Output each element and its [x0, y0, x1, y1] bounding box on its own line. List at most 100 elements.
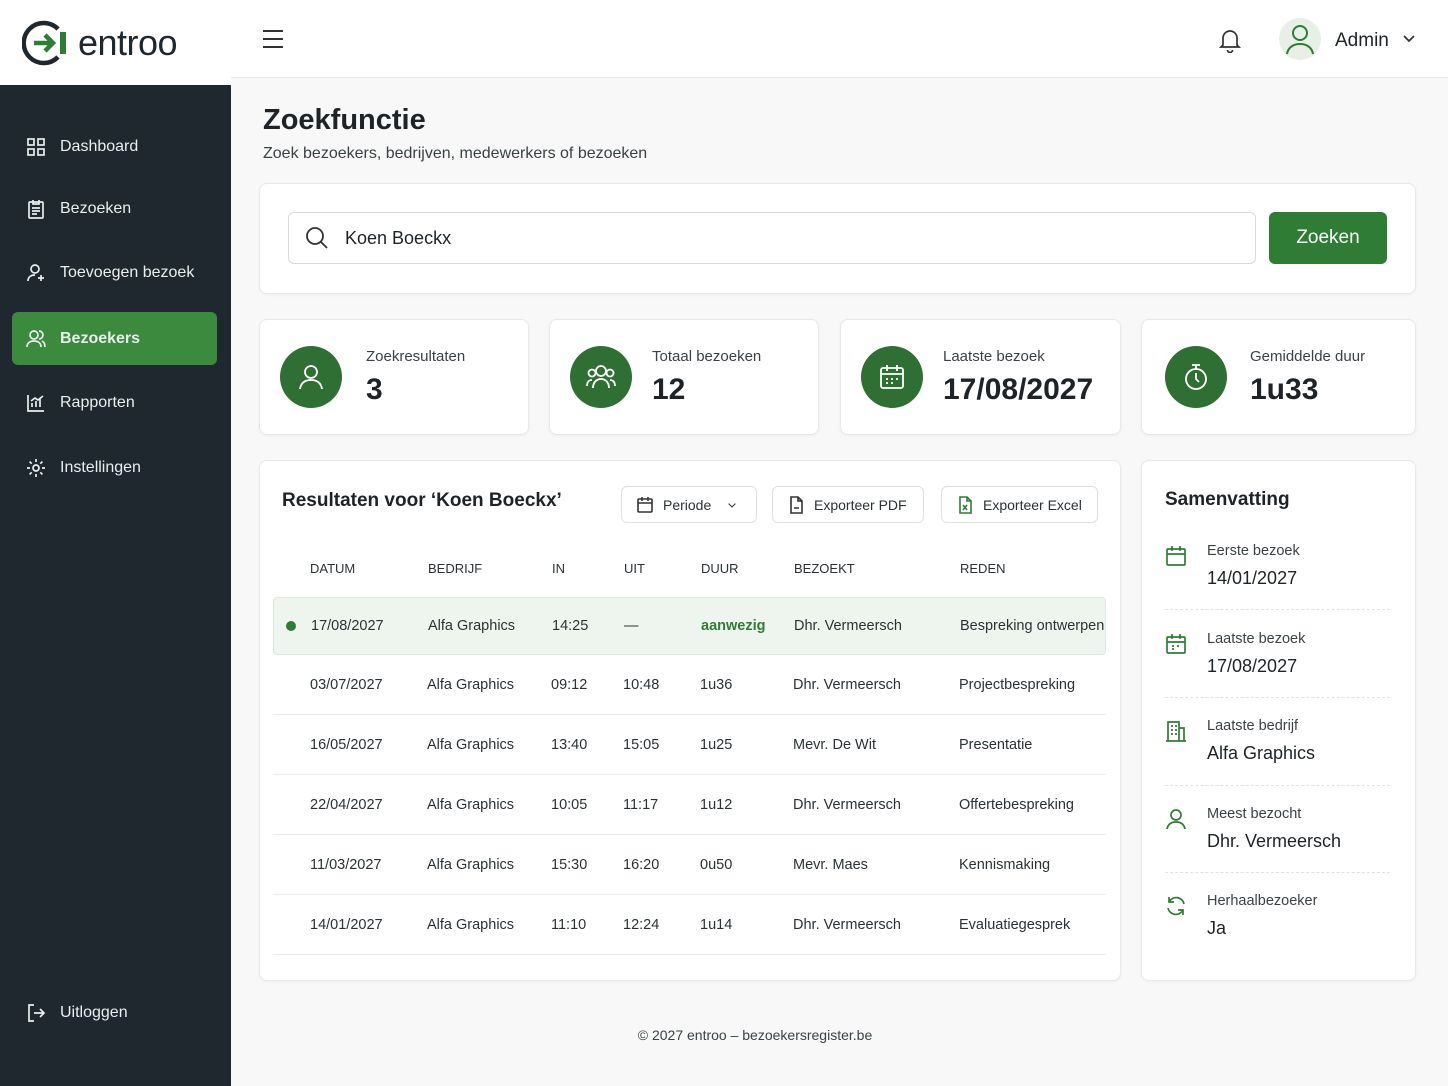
stat-value: 12 — [652, 372, 686, 406]
table-cell: 11/03/2027 — [310, 856, 382, 873]
table-cell: Alfa Graphics — [427, 916, 515, 933]
stat-label: Gemiddelde duur — [1250, 347, 1366, 365]
table-cell: 1u12 — [700, 796, 733, 813]
logo[interactable]: entroo — [0, 0, 231, 85]
table-cell: 10:48 — [623, 676, 660, 693]
results-title: Resultaten voor ‘Koen Boeckx’ — [282, 490, 562, 511]
table-cell: Alfa Graphics — [427, 856, 515, 873]
search-input[interactable]: Koen Boeckx — [288, 212, 1256, 264]
logout[interactable]: Uitloggen — [12, 986, 217, 1039]
table-cell: 10:05 — [551, 796, 588, 813]
summary-value: Dhr. Vermeersch — [1207, 831, 1342, 851]
separator — [1165, 785, 1390, 786]
table-cell: Bespreking ontwerpen — [960, 618, 1105, 634]
stat-card: Zoekresultaten 3 — [259, 319, 529, 435]
table-cell: 03/07/2027 — [310, 676, 383, 693]
user-name[interactable]: Admin — [1335, 30, 1389, 51]
table-cell: 16/05/2027 — [310, 736, 383, 753]
table-row[interactable]: 22/04/2027 Alfa Graphics 10:05 11:17 1u12 Dhr… — [273, 775, 1106, 835]
table-row[interactable]: 03/07/2027 Alfa Graphics 09:12 10:48 1u36 Dhr… — [273, 655, 1106, 715]
table-cell: Presentatie — [959, 736, 1033, 753]
table-cell: Alfa Graphics — [427, 736, 515, 753]
stat-card: Totaal bezoeken 12 — [549, 319, 819, 435]
nav-item-active[interactable]: Bezoekers — [12, 312, 217, 365]
search-button[interactable]: Zoeken — [1269, 212, 1387, 264]
nav-item[interactable]: Rapporten — [12, 376, 217, 429]
stat-label: Laatste bezoek — [943, 347, 1045, 365]
table-cell: 1u25 — [700, 736, 733, 753]
period-filter[interactable]: Periode — [621, 486, 757, 523]
column-header: DUUR — [701, 561, 739, 576]
stat-card: Laatste bezoek 17/08/2027 — [840, 319, 1121, 435]
table-cell: 0u50 — [700, 856, 733, 873]
table-row[interactable]: 11/03/2027 Alfa Graphics 15:30 16:20 0u50 Mev… — [273, 835, 1106, 895]
table-cell: Alfa Graphics — [427, 796, 515, 813]
summary-item: Herhaalbezoeker Ja — [1165, 893, 1317, 939]
table-cell: Dhr. Vermeersch — [793, 916, 901, 933]
table-cell: 09:12 — [551, 676, 588, 693]
table-cell: Offertebespreking — [959, 796, 1074, 813]
table-cell: Alfa Graphics — [428, 618, 516, 634]
page-subtitle: Zoek bezoekers, bedrijven, medewerkers o… — [263, 145, 648, 162]
stat-value: 17/08/2027 — [943, 372, 1094, 406]
table-cell: Dhr. Vermeersch — [793, 676, 901, 693]
results-table: DATUM BEDRIJF IN UIT DUUR BEZOEKT REDEN 17/08/2… — [273, 540, 1106, 955]
table-row[interactable]: 17/08/2027 Alfa Graphics 14:25 — aanwezig Dhr… — [273, 597, 1106, 655]
topbar: Admin — [231, 0, 1448, 78]
search-query: Koen Boeckx — [345, 227, 452, 248]
stat-value: 3 — [366, 372, 383, 406]
notifications[interactable] — [1218, 27, 1242, 53]
export-pdf[interactable]: Exporteer PDF — [772, 486, 924, 523]
stat-card: Gemiddelde duur 1u33 — [1141, 319, 1416, 435]
logo-icon — [22, 20, 66, 65]
menu-button[interactable] — [262, 29, 284, 49]
summary-value: 14/01/2027 — [1207, 568, 1298, 588]
summary-item: Meest bezocht Dhr. Vermeersch — [1165, 806, 1341, 852]
nav-item[interactable]: Dashboard — [12, 120, 217, 173]
export-excel[interactable]: Exporteer Excel — [941, 486, 1098, 523]
summary-value: 17/08/2027 — [1207, 656, 1298, 676]
table-cell: 11:10 — [551, 916, 587, 933]
page-title: Zoekfunctie — [263, 104, 426, 136]
column-header: UIT — [624, 561, 645, 576]
user-dropdown[interactable] — [1403, 35, 1415, 43]
table-row[interactable]: 16/05/2027 Alfa Graphics 13:40 15:05 1u25 Mev… — [273, 715, 1106, 775]
summary-item: Laatste bedrijf Alfa Graphics — [1165, 718, 1315, 764]
nav-item[interactable]: Bezoeken — [12, 182, 217, 235]
table-cell: 22/04/2027 — [310, 796, 383, 813]
nav-item[interactable]: Instellingen — [12, 441, 217, 494]
table-cell: Mevr. De Wit — [793, 736, 876, 753]
brand: entroo — [78, 21, 178, 63]
button-label: Periode — [663, 496, 712, 513]
nav-label: Bezoeken — [60, 199, 132, 217]
table-cell: Projectbespreking — [959, 676, 1076, 693]
table-cell: 14:25 — [552, 618, 589, 634]
nav-label: Toevoegen bezoek — [60, 263, 195, 281]
nav-label: Bezoekers — [60, 329, 141, 347]
table-cell: 16:20 — [623, 856, 660, 873]
table-cell: aanwezig — [701, 618, 766, 634]
table-row[interactable]: 14/01/2027 Alfa Graphics 11:10 12:24 1u14 Dhr… — [273, 895, 1106, 955]
button-label: Exporteer Excel — [983, 496, 1082, 513]
avatar[interactable] — [1279, 18, 1321, 60]
table-cell: 1u36 — [700, 676, 733, 693]
table-cell: Evaluatiegesprek — [959, 916, 1071, 933]
table-cell: Mevr. Maes — [793, 856, 868, 873]
status-dot — [286, 621, 296, 631]
nav-label: Rapporten — [60, 393, 135, 411]
summary-value: Alfa Graphics — [1207, 743, 1316, 763]
summary-label: Herhaalbezoeker — [1207, 893, 1318, 909]
separator — [1165, 872, 1390, 873]
summary-item: Eerste bezoek 14/01/2027 — [1165, 543, 1300, 589]
column-header: IN — [552, 561, 565, 576]
table-cell: 15:30 — [551, 856, 588, 873]
stat-label: Totaal bezoeken — [652, 347, 762, 365]
summary-label: Eerste bezoek — [1207, 543, 1300, 559]
separator — [1165, 697, 1390, 698]
table-cell: 14/01/2027 — [310, 916, 383, 933]
table-cell: Alfa Graphics — [427, 676, 515, 693]
column-header: REDEN — [960, 561, 1006, 576]
nav-item[interactable]: Toevoegen bezoek — [12, 246, 217, 299]
